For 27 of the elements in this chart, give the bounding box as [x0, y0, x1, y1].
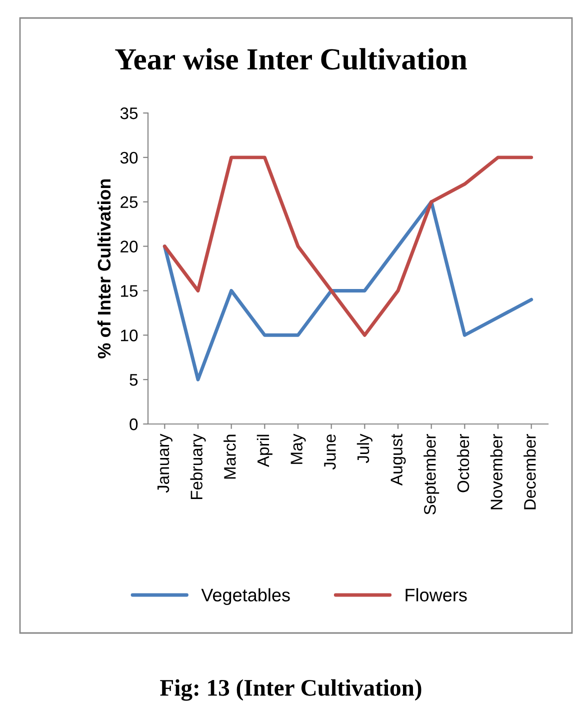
x-tick-label: September	[424, 434, 440, 514]
y-axis-title: % of Inter Cultivation	[97, 179, 111, 358]
line-series	[162, 156, 534, 337]
x-tick-label: April	[256, 434, 272, 468]
x-tick-label: March	[224, 434, 236, 479]
legend-label: Flowers	[406, 588, 467, 602]
x-tick-label: December	[524, 434, 536, 510]
y-tick-label: 20	[120, 240, 138, 252]
chart-title: Year wise Inter Cultivation	[115, 48, 467, 70]
x-tick-label: June	[324, 434, 336, 470]
x-tick-label: January	[158, 434, 172, 493]
x-tick-label: November	[490, 434, 502, 510]
y-tick-label: 25	[120, 196, 138, 208]
y-tick-label: 15	[121, 285, 138, 297]
y-tick-label: 5	[130, 374, 138, 386]
legend-label: Vegetables	[201, 588, 290, 606]
x-tick-label: August	[390, 434, 406, 486]
y-tick-label: 30	[120, 152, 138, 164]
line-series	[162, 200, 534, 382]
y-tick-label: 35	[120, 107, 138, 120]
y-tick-label: 0	[130, 418, 138, 430]
x-tick-label: July	[356, 434, 372, 464]
x-tick-label: May	[290, 434, 306, 464]
text: Fig: 13 (Inter Cultivation)	[160, 679, 422, 701]
y-tick-label: 10	[121, 330, 138, 342]
x-tick-label: February	[190, 434, 206, 500]
x-tick-label: October	[456, 434, 470, 492]
